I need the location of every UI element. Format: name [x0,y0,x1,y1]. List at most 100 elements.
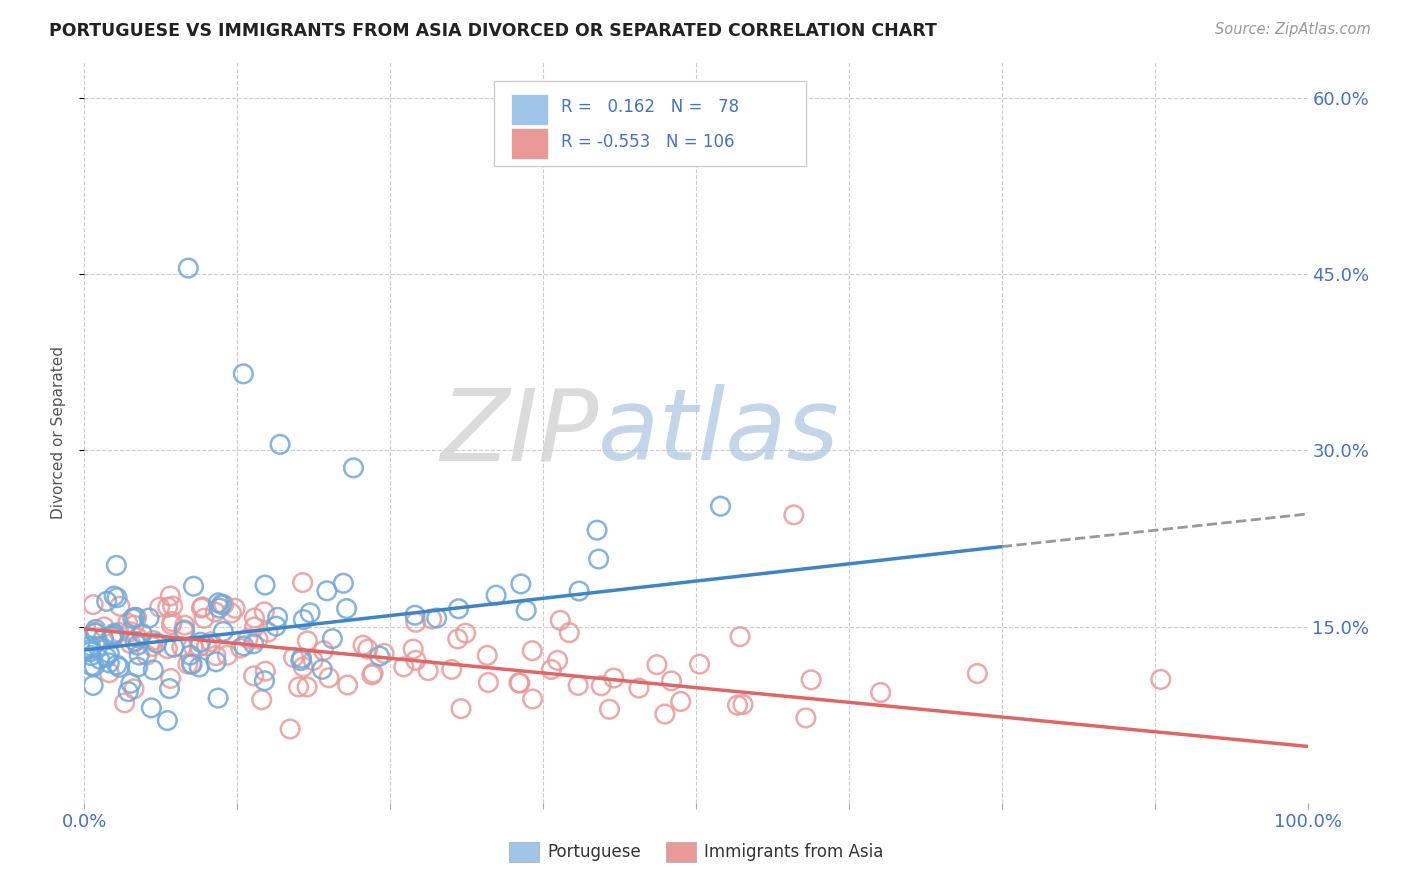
Point [160,617,183,632]
Point [162,599,184,613]
Point [558,625,581,640]
Point [522,692,544,706]
Point [627,681,650,695]
Point [588,552,610,566]
Text: ZIP: ZIP [440,384,598,481]
Point [540,663,562,677]
Point [205,655,228,669]
Point [568,584,591,599]
Point [96,594,118,608]
Point [217,648,239,663]
Point [515,603,537,617]
Point [80,658,103,673]
Point [392,660,415,674]
Point [82,678,104,692]
Point [193,611,215,625]
Point [257,625,280,640]
Point [402,642,425,657]
Point [645,657,668,672]
Point [83,659,105,673]
Point [321,632,343,646]
Point [205,648,228,663]
Point [191,599,214,614]
Point [121,611,143,625]
Legend: Portuguese, Immigrants from Asia: Portuguese, Immigrants from Asia [502,835,890,869]
Point [783,508,806,522]
Point [242,669,264,683]
Point [127,638,149,652]
Point [177,657,200,671]
Point [79,642,101,657]
Point [295,680,318,694]
Point [292,660,315,674]
Point [728,630,751,644]
Point [509,577,531,591]
Point [173,623,195,637]
Point [93,631,115,645]
Point [440,662,463,676]
Point [145,636,167,650]
Point [127,660,149,674]
Point [598,702,620,716]
Point [98,665,121,680]
Point [208,601,231,615]
Point [120,624,142,639]
Point [103,628,125,642]
Point [477,675,499,690]
Point [122,681,145,696]
Point [250,692,273,706]
Point [163,640,186,655]
Point [105,658,128,673]
Point [173,624,195,638]
Point [447,601,470,615]
Point [266,610,288,624]
Point [418,664,440,678]
Point [312,644,335,658]
Y-axis label: Divorced or Separated: Divorced or Separated [51,346,66,519]
Point [188,640,211,654]
Point [254,578,277,592]
Point [450,701,472,715]
Point [211,598,233,612]
Point [485,588,508,602]
Point [342,461,364,475]
Point [179,648,201,662]
Point [292,613,315,627]
Point [509,676,531,690]
Point [183,579,205,593]
Point [336,601,359,615]
Point [156,641,179,656]
Point [170,640,193,654]
Point [357,642,380,657]
Text: R = -0.553   N = 106: R = -0.553 N = 106 [561,133,735,151]
Point [108,599,131,614]
Point [311,662,333,676]
Point [332,576,354,591]
Point [287,680,309,694]
Point [98,646,121,660]
Point [122,618,145,632]
Point [190,601,212,615]
Point [181,640,204,654]
Point [120,636,142,650]
Point [173,618,195,632]
Point [232,367,254,381]
Point [131,626,153,640]
Point [591,679,613,693]
Point [177,261,200,276]
Point [264,619,287,633]
Point [127,631,149,645]
Point [1150,673,1173,687]
Text: R =   0.162   N =   78: R = 0.162 N = 78 [561,98,740,116]
Point [238,632,260,646]
Point [302,653,325,667]
Point [454,626,477,640]
Bar [494,81,806,166]
Point [141,640,163,654]
Point [669,694,692,708]
Point [212,624,235,639]
Point [101,631,124,645]
Point [89,652,111,666]
Point [247,632,270,647]
Point [336,678,359,692]
